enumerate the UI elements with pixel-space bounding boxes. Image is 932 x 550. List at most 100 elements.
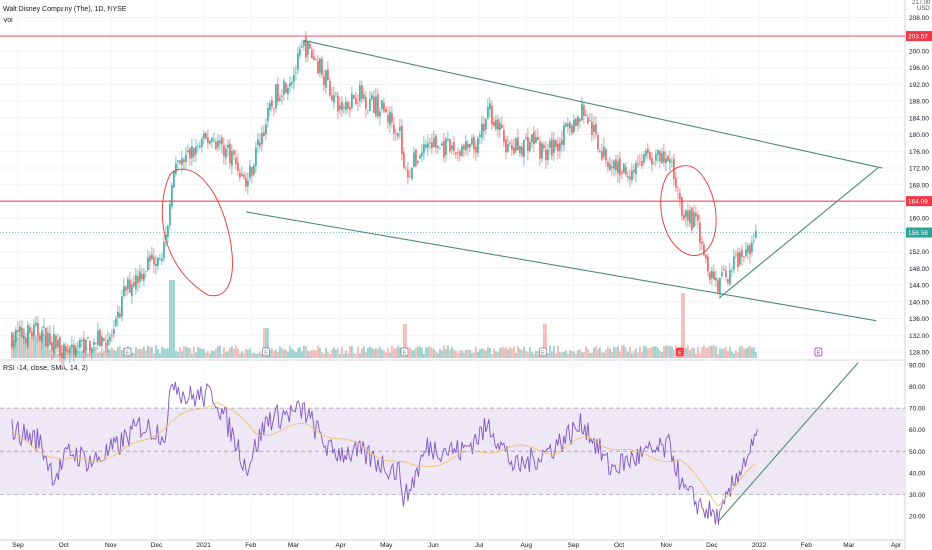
candle-body: [669, 159, 671, 163]
candle-body: [215, 141, 217, 149]
candle-body: [361, 85, 363, 99]
candle-body: [431, 142, 433, 149]
candle-body: [187, 150, 189, 152]
volume-bar: [459, 350, 461, 358]
candle-body: [415, 149, 417, 166]
volume-bar: [471, 353, 473, 358]
candle-body: [41, 330, 43, 343]
volume-bar: [453, 349, 455, 358]
time-tick-label: Apr: [891, 542, 902, 549]
volume-bar: [259, 351, 261, 358]
candle-body: [523, 139, 525, 158]
candle-body: [445, 138, 447, 156]
volume-bar: [31, 331, 33, 358]
volume-bar: [171, 280, 173, 358]
candle-body: [529, 141, 531, 151]
candle-body: [675, 178, 677, 188]
volume-bar: [489, 347, 491, 358]
volume-bar: [197, 347, 199, 358]
volume-bar: [107, 348, 109, 358]
volume-bar: [409, 347, 411, 358]
volume-bar: [187, 347, 189, 358]
candle-body: [737, 252, 739, 268]
volume-bar: [683, 293, 685, 358]
candle-body: [651, 157, 653, 165]
time-tick-label: Oct: [614, 542, 624, 549]
candle-body: [221, 137, 223, 145]
volume-bar: [321, 352, 323, 358]
candle-body: [425, 144, 427, 148]
candle-body: [621, 172, 623, 174]
candle-body: [663, 151, 665, 163]
price-axis-unit: USD: [917, 6, 930, 12]
candle-body: [309, 43, 311, 49]
candle-body: [479, 134, 481, 138]
candle-body: [697, 214, 699, 221]
candle-body: [253, 164, 255, 175]
candle-body: [693, 211, 695, 227]
volume-bar: [143, 346, 145, 358]
volume-bar: [431, 347, 433, 358]
candle-body: [571, 125, 573, 134]
volume-bar: [469, 350, 471, 358]
candle-body: [115, 318, 117, 327]
volume-bar: [183, 346, 185, 358]
price-tag-label: 156.58: [908, 230, 928, 237]
candle-body: [105, 342, 107, 348]
volume-bar: [619, 351, 621, 358]
price-tick-label: 176.00: [909, 149, 929, 156]
volume-bar: [583, 352, 585, 358]
candle-body: [561, 139, 563, 145]
volume-bar: [381, 349, 383, 358]
volume-bar: [353, 353, 355, 358]
candle-body: [33, 324, 35, 336]
volume-bar: [523, 346, 525, 358]
volume-bar: [313, 350, 315, 358]
volume-bar: [581, 352, 583, 358]
candle-body: [193, 147, 195, 157]
candle-body: [551, 139, 553, 156]
volume-bar: [647, 348, 649, 358]
candle-body: [749, 245, 751, 255]
volume-bar: [573, 351, 575, 358]
candle-body: [545, 149, 547, 161]
volume-bar: [415, 348, 417, 358]
candle-body: [27, 325, 29, 347]
candle-body: [493, 121, 495, 127]
volume-bar: [475, 346, 477, 358]
volume-bar: [695, 353, 697, 358]
candle-body: [303, 39, 305, 46]
volume-bar: [443, 345, 445, 358]
earnings-marker: [262, 347, 270, 357]
volume-bar: [735, 350, 737, 358]
volume-bar: [195, 352, 197, 358]
candle-body: [21, 327, 23, 338]
candle-body: [435, 135, 437, 148]
volume-bar: [333, 347, 335, 358]
volume-bar: [559, 352, 561, 358]
volume-bar: [553, 345, 555, 358]
volume-bar: [699, 353, 701, 358]
volume-bar: [667, 345, 669, 358]
candle-body: [19, 326, 21, 331]
volume-bar: [109, 349, 111, 358]
volume-bar: [463, 352, 465, 358]
volume-bar: [397, 345, 399, 358]
candle-body: [565, 122, 567, 127]
volume-bar: [317, 345, 319, 358]
volume-bar: [705, 348, 707, 358]
candle-body: [305, 36, 307, 58]
candle-body: [343, 107, 345, 109]
candle-body: [31, 332, 33, 337]
candle-body: [661, 152, 663, 164]
time-tick-label: Jun: [428, 542, 439, 549]
candle-body: [11, 334, 13, 348]
candle-body: [443, 140, 445, 158]
volume-bar: [139, 348, 141, 358]
candle-body: [541, 143, 543, 159]
candle-body: [373, 96, 375, 113]
volume-bar: [229, 347, 231, 358]
volume-bar: [247, 349, 249, 358]
candle-body: [531, 134, 533, 143]
